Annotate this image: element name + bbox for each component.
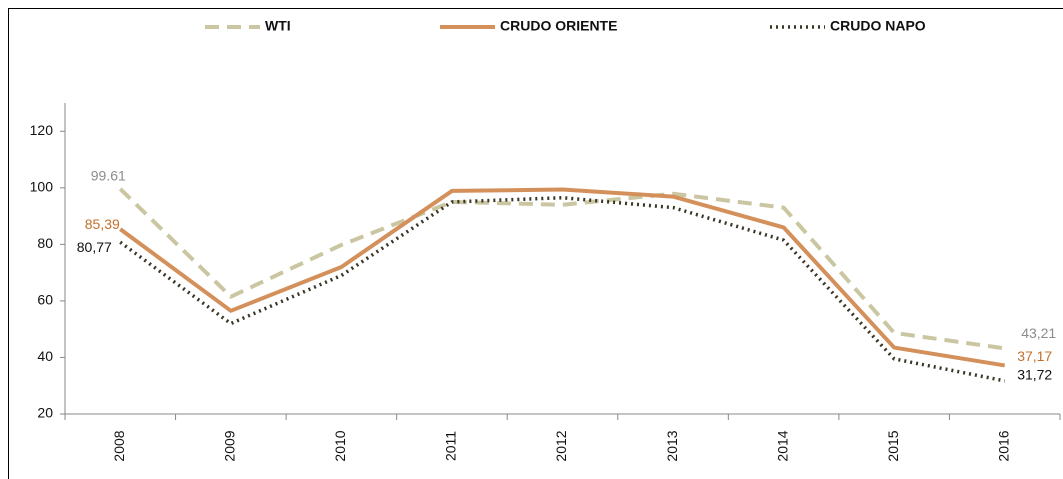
y-tick-label: 60 xyxy=(37,292,53,308)
x-tick-label: 2016 xyxy=(995,430,1011,461)
value-label: 31,72 xyxy=(1017,367,1052,383)
value-label: 80,77 xyxy=(77,239,112,255)
x-tick-label: 2011 xyxy=(443,431,459,461)
value-label: 37,17 xyxy=(1017,348,1052,364)
legend-label: CRUDO NAPO xyxy=(830,18,926,34)
x-tick-label: 2010 xyxy=(332,430,348,461)
legend-label: WTI xyxy=(265,18,291,34)
y-tick-label: 20 xyxy=(37,405,53,421)
value-label: 85,39 xyxy=(85,216,120,232)
x-tick-label: 2014 xyxy=(774,430,790,461)
x-tick-label: 2008 xyxy=(111,430,127,461)
y-tick-label: 100 xyxy=(30,179,54,195)
x-tick-label: 2015 xyxy=(885,430,901,461)
line-series xyxy=(119,187,1006,368)
value-label: 43,21 xyxy=(1021,325,1056,341)
y-tick-label: 120 xyxy=(30,122,54,138)
y-tick-label: 80 xyxy=(37,235,53,251)
x-tick-label: 2009 xyxy=(222,430,238,461)
legend-label: CRUDO ORIENTE xyxy=(500,18,617,34)
line-series xyxy=(119,195,1006,383)
line-series xyxy=(118,187,1005,351)
y-tick-label: 40 xyxy=(37,348,53,364)
x-tick-label: 2013 xyxy=(664,430,680,461)
value-label: 99.61 xyxy=(91,168,126,184)
chart-frame xyxy=(8,8,1063,479)
x-tick-label: 2012 xyxy=(553,430,569,461)
